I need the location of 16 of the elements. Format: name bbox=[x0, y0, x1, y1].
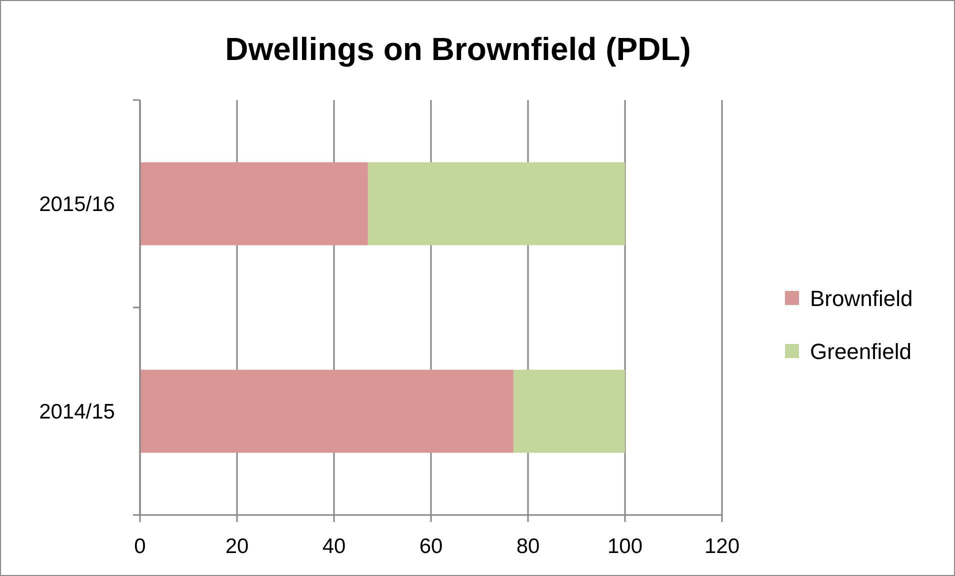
legend-label: Greenfield bbox=[810, 339, 912, 364]
x-tick-label: 0 bbox=[134, 535, 146, 558]
x-tick-label: 120 bbox=[704, 535, 740, 558]
x-tick-label: 80 bbox=[516, 535, 540, 558]
y-tick-label: 2015/16 bbox=[39, 192, 115, 216]
x-tick-label: 60 bbox=[419, 535, 443, 558]
x-tick-label: 100 bbox=[607, 535, 643, 558]
legend-label: Brownfield bbox=[810, 286, 913, 311]
y-tick-label: 2014/15 bbox=[39, 400, 115, 424]
chart-title: Dwellings on Brownfield (PDL) bbox=[225, 31, 691, 67]
x-tick-label: 20 bbox=[225, 535, 249, 558]
bar bbox=[513, 370, 625, 453]
bar bbox=[368, 162, 625, 246]
bar bbox=[140, 370, 514, 453]
x-tick-label: 40 bbox=[322, 535, 346, 558]
bar bbox=[140, 162, 368, 246]
